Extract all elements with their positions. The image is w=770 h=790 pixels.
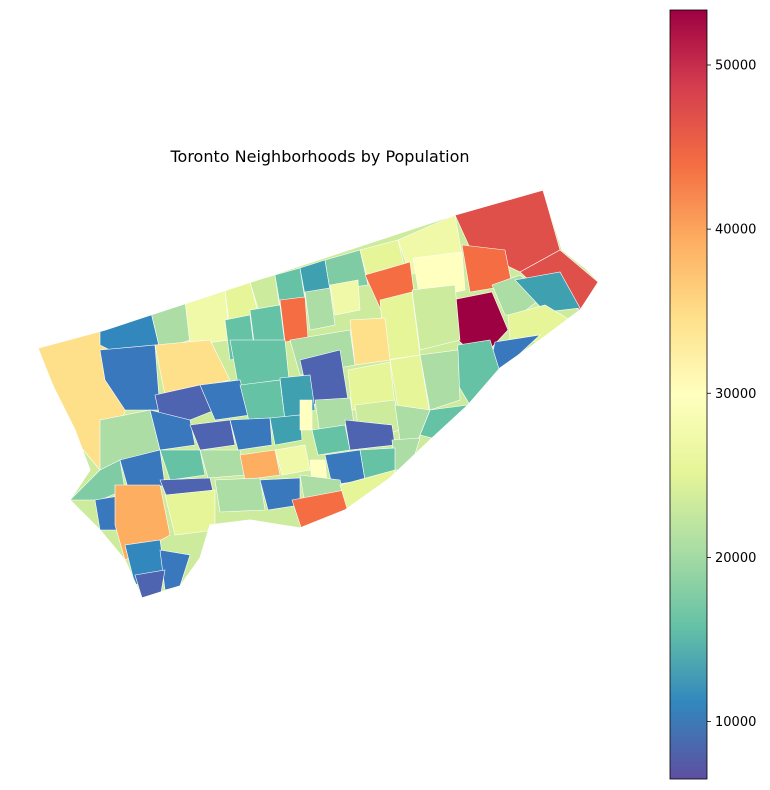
region: [349, 317, 391, 366]
region: [199, 449, 246, 479]
region: [99, 344, 161, 411]
region: [229, 417, 273, 451]
colorbar-gradient: [669, 9, 708, 780]
colorbar-tick-label: 50000: [715, 58, 756, 73]
map-title: Toronto Neighborhoods by Population: [169, 147, 469, 166]
region: [344, 419, 396, 451]
region: [304, 287, 336, 331]
colorbar-tick-label: 20000: [715, 551, 756, 566]
region: [329, 279, 361, 316]
region: [134, 569, 166, 598]
region: [214, 477, 266, 513]
region: [514, 271, 581, 313]
region: [159, 449, 206, 481]
region: [274, 444, 311, 476]
city-outline: [37, 189, 600, 599]
colorbar-tick-label: 10000: [715, 715, 756, 730]
colorbar-tick-label: 40000: [715, 223, 756, 238]
neighbourhood-regions: [38, 190, 599, 598]
colorbar-ticks: 10000 20000 30000 40000 50000: [707, 58, 756, 730]
region: [291, 489, 353, 556]
region: [239, 449, 281, 481]
colorbar-tick-label: 30000: [715, 387, 756, 402]
region: [184, 289, 231, 346]
region: [189, 419, 236, 451]
region: [149, 409, 196, 451]
region: [154, 339, 231, 396]
choropleth-map: [37, 189, 600, 599]
colorbar: 10000 20000 30000 40000 50000: [669, 9, 756, 780]
region: [311, 424, 351, 456]
region: [419, 349, 461, 411]
region: [299, 399, 313, 431]
region: [269, 414, 303, 446]
region: [279, 296, 309, 343]
region: [411, 284, 461, 351]
